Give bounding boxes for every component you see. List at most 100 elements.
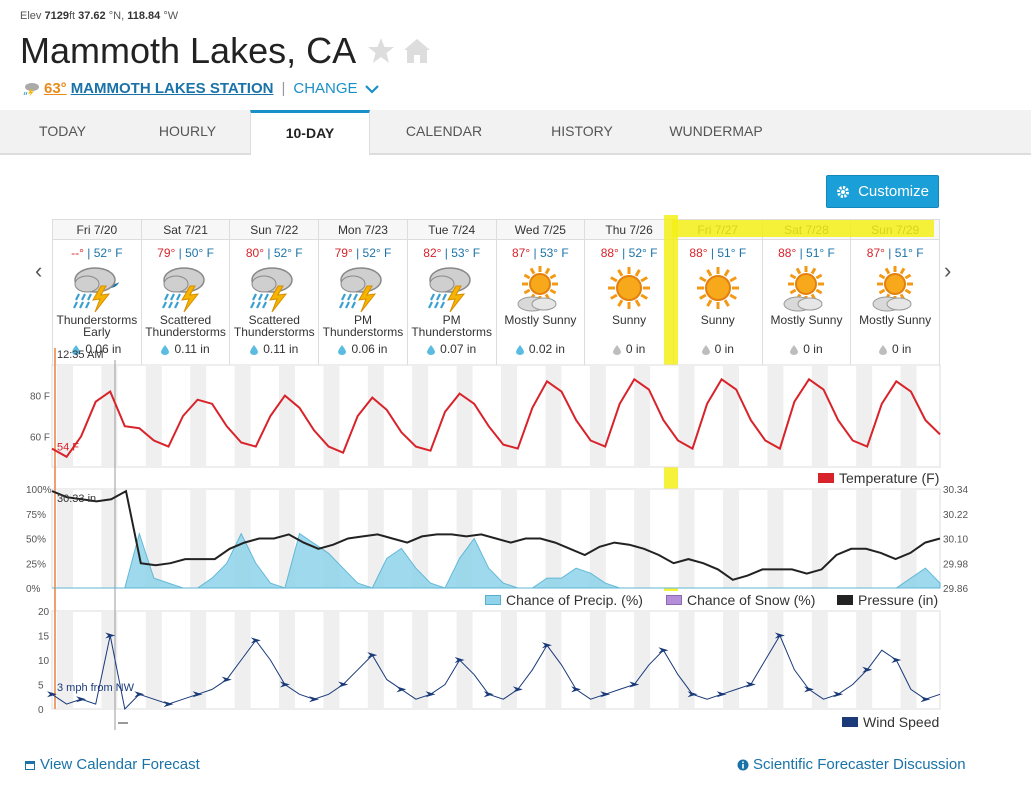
night-band — [678, 365, 695, 467]
wind-arrow-icon — [483, 691, 494, 698]
legend-temperature: Temperature (F) — [818, 470, 939, 486]
day-column[interactable]: Mon 7/23 79° | 52° F PM Thunderstorms 0.… — [319, 220, 408, 365]
pressure-swatch — [837, 595, 853, 605]
day-column[interactable]: Tue 7/24 82° | 53° F PM Thunderstorms 0.… — [407, 220, 497, 365]
pressure-line — [51, 489, 941, 581]
temp-tick-80: 80 F — [30, 392, 50, 403]
tab-history[interactable]: HISTORY — [551, 123, 613, 139]
day-condition: Sunny — [612, 313, 647, 327]
day-column[interactable]: Thu 7/26 88° | 52° F Sunny 0 in — [585, 220, 674, 365]
lon-unit: °W — [163, 10, 179, 22]
current-temp[interactable]: 63° — [44, 80, 67, 97]
wind-arrow-icon — [891, 657, 902, 663]
wind-arrow-icon — [425, 691, 436, 698]
night-band — [367, 365, 384, 467]
night-band — [723, 611, 739, 709]
tab-wundermap[interactable]: WUNDERMAP — [669, 123, 763, 139]
night-band — [678, 489, 695, 588]
legend-snow: Chance of Snow (%) — [666, 592, 815, 608]
day-precip-amount: 0 in — [625, 342, 646, 356]
day-low: 53° F — [451, 246, 481, 260]
precip-tick: 75% — [26, 510, 46, 521]
night-band — [323, 365, 340, 467]
thunderstorm-icon — [161, 267, 205, 313]
day-column[interactable]: Sun 7/22 80° | 52° F Scattered Thunderst… — [230, 220, 320, 365]
page-title: Mammoth Lakes, CA — [20, 30, 357, 71]
wind-annotation: 3 mph from NW — [57, 682, 135, 694]
customize-label: Customize — [858, 183, 929, 200]
raindrop-icon — [161, 344, 170, 355]
tab-today[interactable]: TODAY — [39, 123, 86, 139]
home-icon[interactable] — [402, 36, 432, 66]
wind-arrow-icon — [47, 691, 57, 698]
wind-arrow-icon — [105, 632, 116, 639]
day-hilo: 88° | 52° F — [600, 246, 658, 260]
day-high: 79° — [157, 246, 176, 260]
day-precip-amount: 0.11 in — [174, 342, 210, 356]
wind-arrow-icon — [658, 647, 669, 654]
chevron-down-icon[interactable] — [364, 83, 380, 95]
night-band — [57, 611, 73, 709]
wind-arrow-icon — [803, 686, 814, 693]
night-band — [767, 611, 784, 709]
night-band — [412, 611, 429, 709]
wind-arrow-icon — [862, 666, 873, 673]
change-station-link[interactable]: CHANGE — [293, 80, 358, 97]
day-low: 51° F — [806, 246, 835, 260]
day-high: 88° — [778, 246, 797, 260]
highlight-marker-top — [672, 220, 934, 237]
night-band — [234, 611, 251, 709]
scientific-discussion-label: Scientific Forecaster Discussion — [753, 756, 966, 773]
lat-value: 37.62 — [78, 10, 106, 22]
night-band — [367, 489, 384, 588]
night-band — [811, 611, 828, 709]
day-precip: 0.02 in — [497, 342, 585, 356]
night-band — [589, 489, 606, 588]
wind-tick: 20 — [38, 607, 50, 618]
day-column[interactable]: Wed 7/25 87° | 53° F Mostly Sunny 0.02 i… — [496, 220, 586, 365]
separator: | — [281, 80, 286, 97]
day-column[interactable]: Sat 7/21 79° | 50° F Scattered Thunderst… — [141, 220, 231, 365]
temp-swatch — [818, 473, 834, 483]
legend-wind: Wind Speed — [842, 714, 939, 730]
station-name-link[interactable]: MAMMOTH LAKES STATION — [70, 80, 274, 97]
customize-button[interactable]: Customize — [826, 175, 939, 208]
legend-wind-label: Wind Speed — [863, 714, 940, 730]
wind-arrow-icon — [716, 691, 727, 698]
precip-tick: 25% — [26, 559, 46, 570]
calendar-icon — [25, 760, 35, 770]
night-band — [367, 611, 384, 709]
night-band — [279, 365, 295, 467]
wind-arrow-icon — [600, 691, 611, 698]
forecast-days: Fri 7/20 --° | 52° F Thunderstorms Early… — [52, 219, 940, 366]
pressure-tick: 30.34 — [943, 485, 968, 496]
night-band — [101, 365, 118, 467]
day-precip-amount: 0 in — [803, 342, 823, 356]
day-hilo: 88° | 51° F — [778, 246, 835, 260]
prev-arrow-icon[interactable]: ‹ — [35, 258, 43, 283]
scientific-discussion-link[interactable]: Scientific Forecaster Discussion — [737, 756, 966, 773]
legend-pressure-label: Pressure (in) — [858, 592, 939, 608]
tab-calendar[interactable]: CALENDAR — [405, 123, 483, 139]
tab-hourly[interactable]: HOURLY — [158, 123, 217, 139]
view-calendar-link[interactable]: View Calendar Forecast — [24, 756, 200, 773]
next-arrow-icon[interactable]: › — [944, 258, 952, 283]
day-name: Mon 7/23 — [319, 220, 407, 240]
forecast-charts: 60 F 80 F 54 F 12:35 AM 0% 25% 50% 75% 100% 29.86… — [26, 348, 968, 730]
legend-precip-label: Chance of Precip. (%) — [506, 592, 643, 608]
night-band — [412, 365, 429, 467]
day-name: Tue 7/24 — [407, 220, 496, 240]
thunderstorm-small-icon — [23, 82, 39, 97]
night-band — [456, 365, 473, 467]
day-column[interactable]: Fri 7/20 --° | 52° F Thunderstorms Early… — [53, 220, 142, 365]
night-band — [634, 611, 651, 709]
precip-area — [52, 531, 941, 589]
time-label: 12:35 AM — [57, 349, 103, 361]
night-band — [279, 489, 295, 588]
tab-10-day[interactable]: 10-DAY — [250, 110, 370, 155]
day-precip: 0 in — [851, 342, 939, 356]
wind-tick: 15 — [38, 632, 50, 643]
day-hilo: 88° | 51° F — [689, 246, 747, 260]
wind-tick: 5 — [38, 681, 44, 692]
favorite-star-icon[interactable] — [366, 36, 396, 66]
